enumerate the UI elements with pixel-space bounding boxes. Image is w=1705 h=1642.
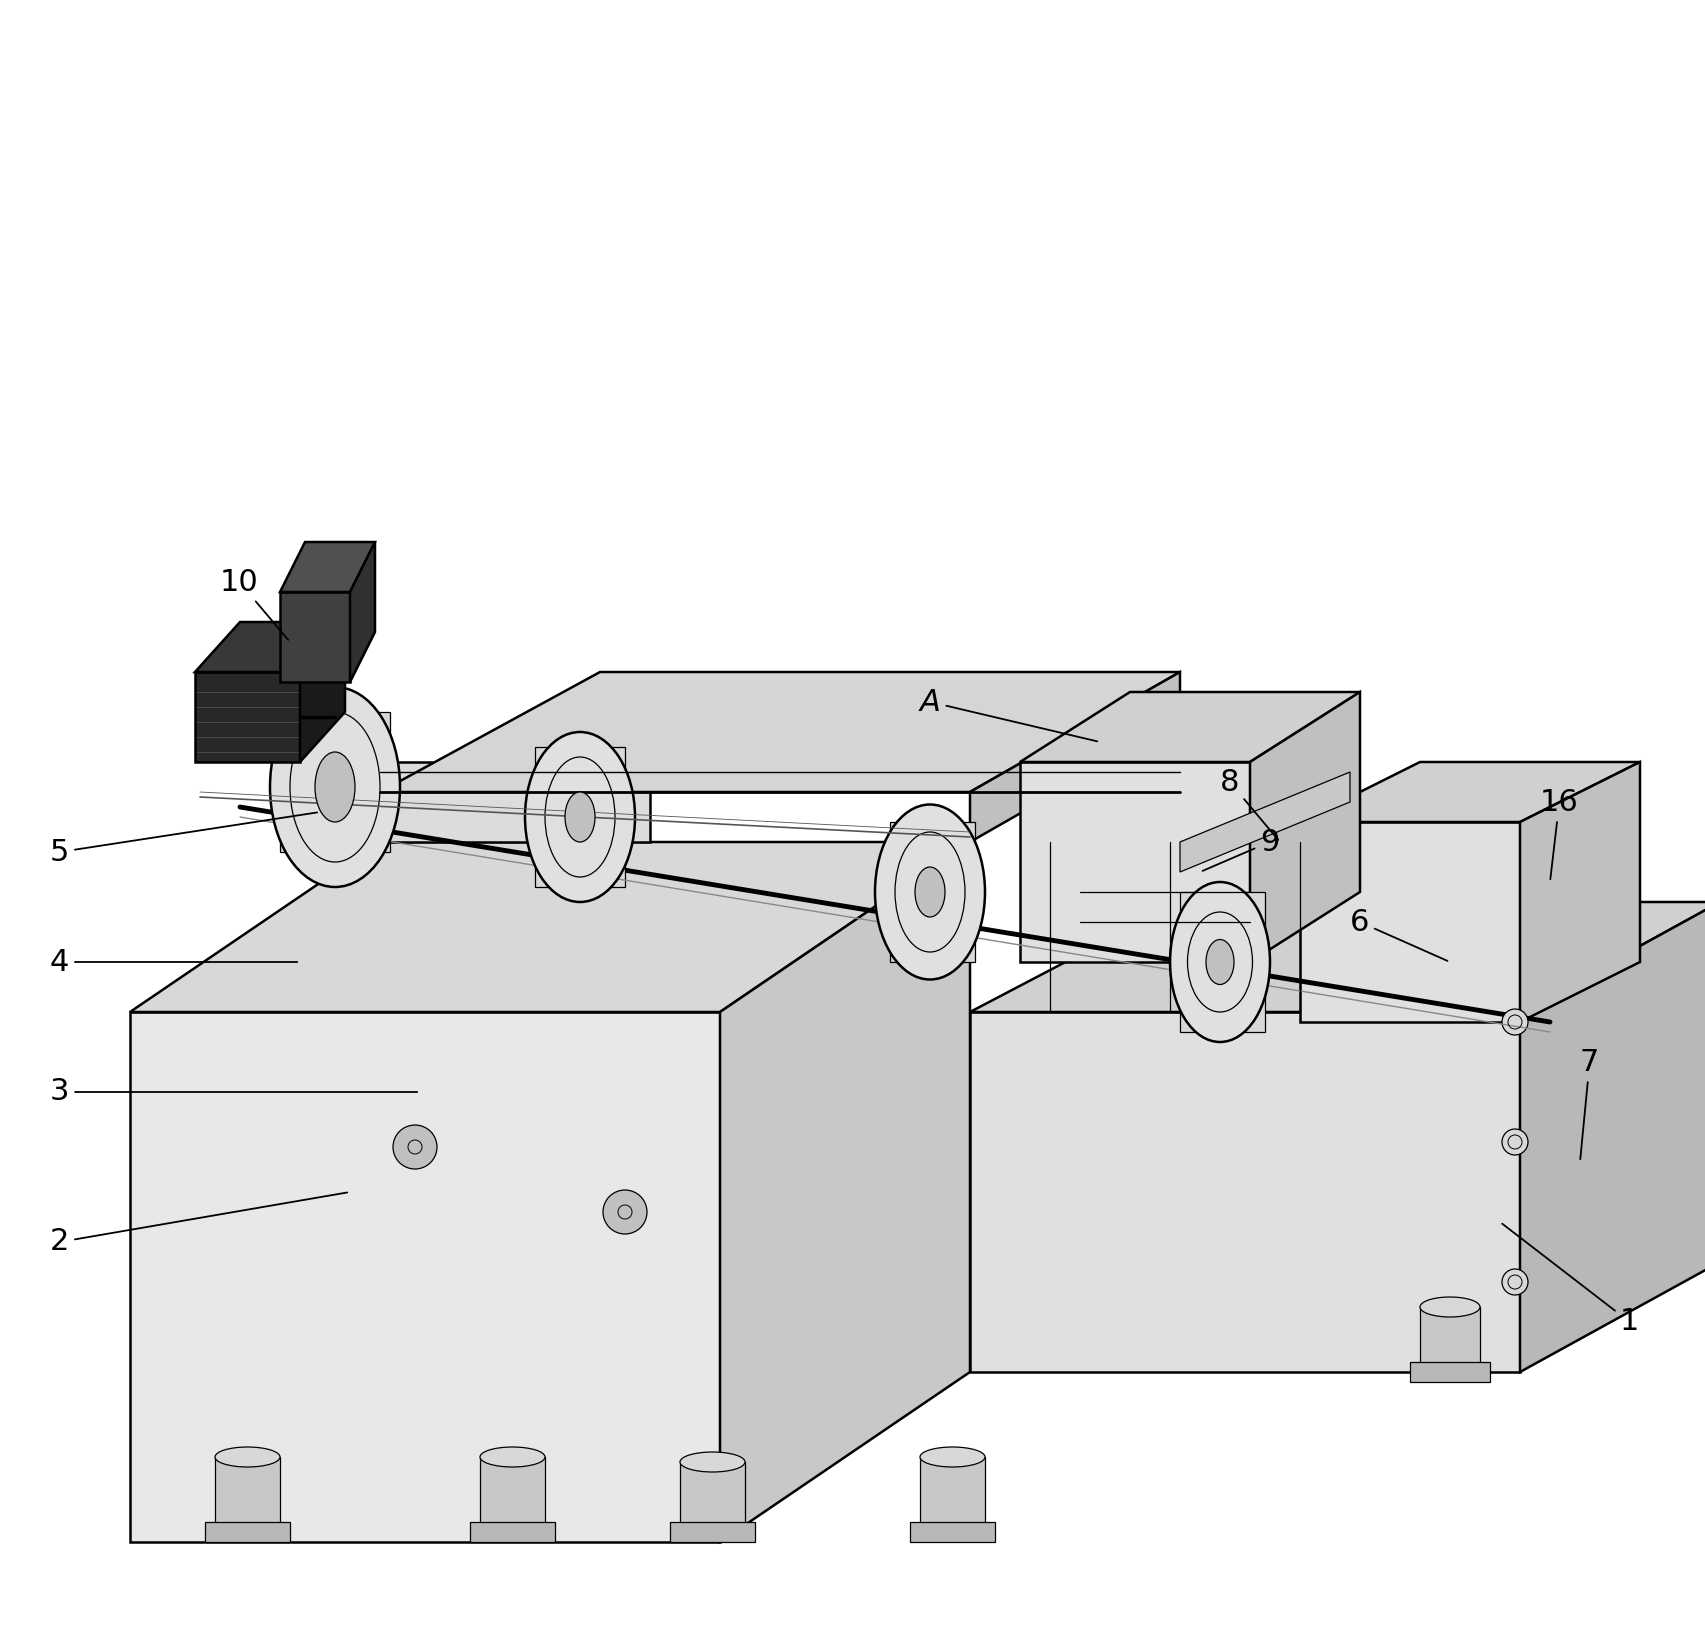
Polygon shape: [1519, 901, 1705, 1373]
Circle shape: [1502, 1269, 1528, 1296]
Ellipse shape: [1170, 882, 1270, 1043]
Polygon shape: [970, 901, 1705, 1011]
Ellipse shape: [916, 867, 945, 916]
Polygon shape: [1519, 762, 1640, 1021]
Polygon shape: [1410, 1361, 1490, 1383]
Text: 16: 16: [1540, 788, 1579, 878]
Polygon shape: [130, 842, 970, 1011]
Polygon shape: [380, 672, 1180, 791]
Polygon shape: [1180, 892, 1265, 1033]
Text: 5: 5: [49, 813, 317, 867]
Ellipse shape: [1205, 939, 1234, 985]
Ellipse shape: [269, 686, 401, 887]
Text: 6: 6: [1350, 908, 1448, 961]
Ellipse shape: [680, 1452, 745, 1471]
Polygon shape: [481, 1456, 546, 1532]
Text: 7: 7: [1581, 1048, 1599, 1159]
Polygon shape: [300, 622, 344, 762]
Polygon shape: [1299, 762, 1640, 823]
Polygon shape: [380, 762, 650, 842]
Polygon shape: [535, 747, 626, 887]
Polygon shape: [1020, 762, 1250, 962]
Polygon shape: [194, 622, 344, 672]
Ellipse shape: [921, 1447, 985, 1466]
Ellipse shape: [481, 1447, 546, 1466]
Polygon shape: [970, 672, 1180, 842]
Polygon shape: [1250, 691, 1361, 962]
Polygon shape: [471, 1522, 556, 1542]
Circle shape: [604, 1190, 646, 1235]
Polygon shape: [890, 823, 975, 962]
Ellipse shape: [525, 732, 634, 901]
Polygon shape: [280, 593, 350, 681]
Polygon shape: [970, 1011, 1519, 1373]
Text: 1: 1: [1502, 1223, 1640, 1337]
Polygon shape: [194, 672, 300, 762]
Text: 3: 3: [49, 1077, 418, 1107]
Polygon shape: [1420, 1307, 1480, 1373]
Circle shape: [402, 1135, 428, 1159]
Circle shape: [1502, 1008, 1528, 1034]
Text: 2: 2: [49, 1192, 348, 1256]
Ellipse shape: [875, 805, 985, 980]
Ellipse shape: [564, 791, 595, 842]
Polygon shape: [1180, 772, 1350, 872]
Polygon shape: [280, 713, 390, 852]
Polygon shape: [280, 542, 375, 593]
Polygon shape: [1020, 691, 1361, 762]
Text: 10: 10: [220, 568, 288, 640]
Text: A: A: [921, 688, 1098, 741]
Ellipse shape: [215, 1447, 280, 1466]
Circle shape: [612, 1199, 638, 1225]
Text: 9: 9: [1202, 828, 1279, 870]
Polygon shape: [130, 1011, 720, 1542]
Polygon shape: [1299, 823, 1519, 1021]
Polygon shape: [350, 542, 375, 681]
Polygon shape: [720, 842, 970, 1542]
Text: 4: 4: [49, 947, 297, 977]
Ellipse shape: [1420, 1297, 1480, 1317]
Polygon shape: [910, 1522, 996, 1542]
Circle shape: [1502, 1130, 1528, 1154]
Circle shape: [392, 1125, 436, 1169]
Polygon shape: [670, 1522, 755, 1542]
Ellipse shape: [315, 752, 355, 823]
Polygon shape: [680, 1461, 745, 1532]
Polygon shape: [215, 1456, 280, 1532]
Polygon shape: [205, 1522, 290, 1542]
Polygon shape: [921, 1456, 985, 1532]
Text: 8: 8: [1221, 767, 1279, 839]
